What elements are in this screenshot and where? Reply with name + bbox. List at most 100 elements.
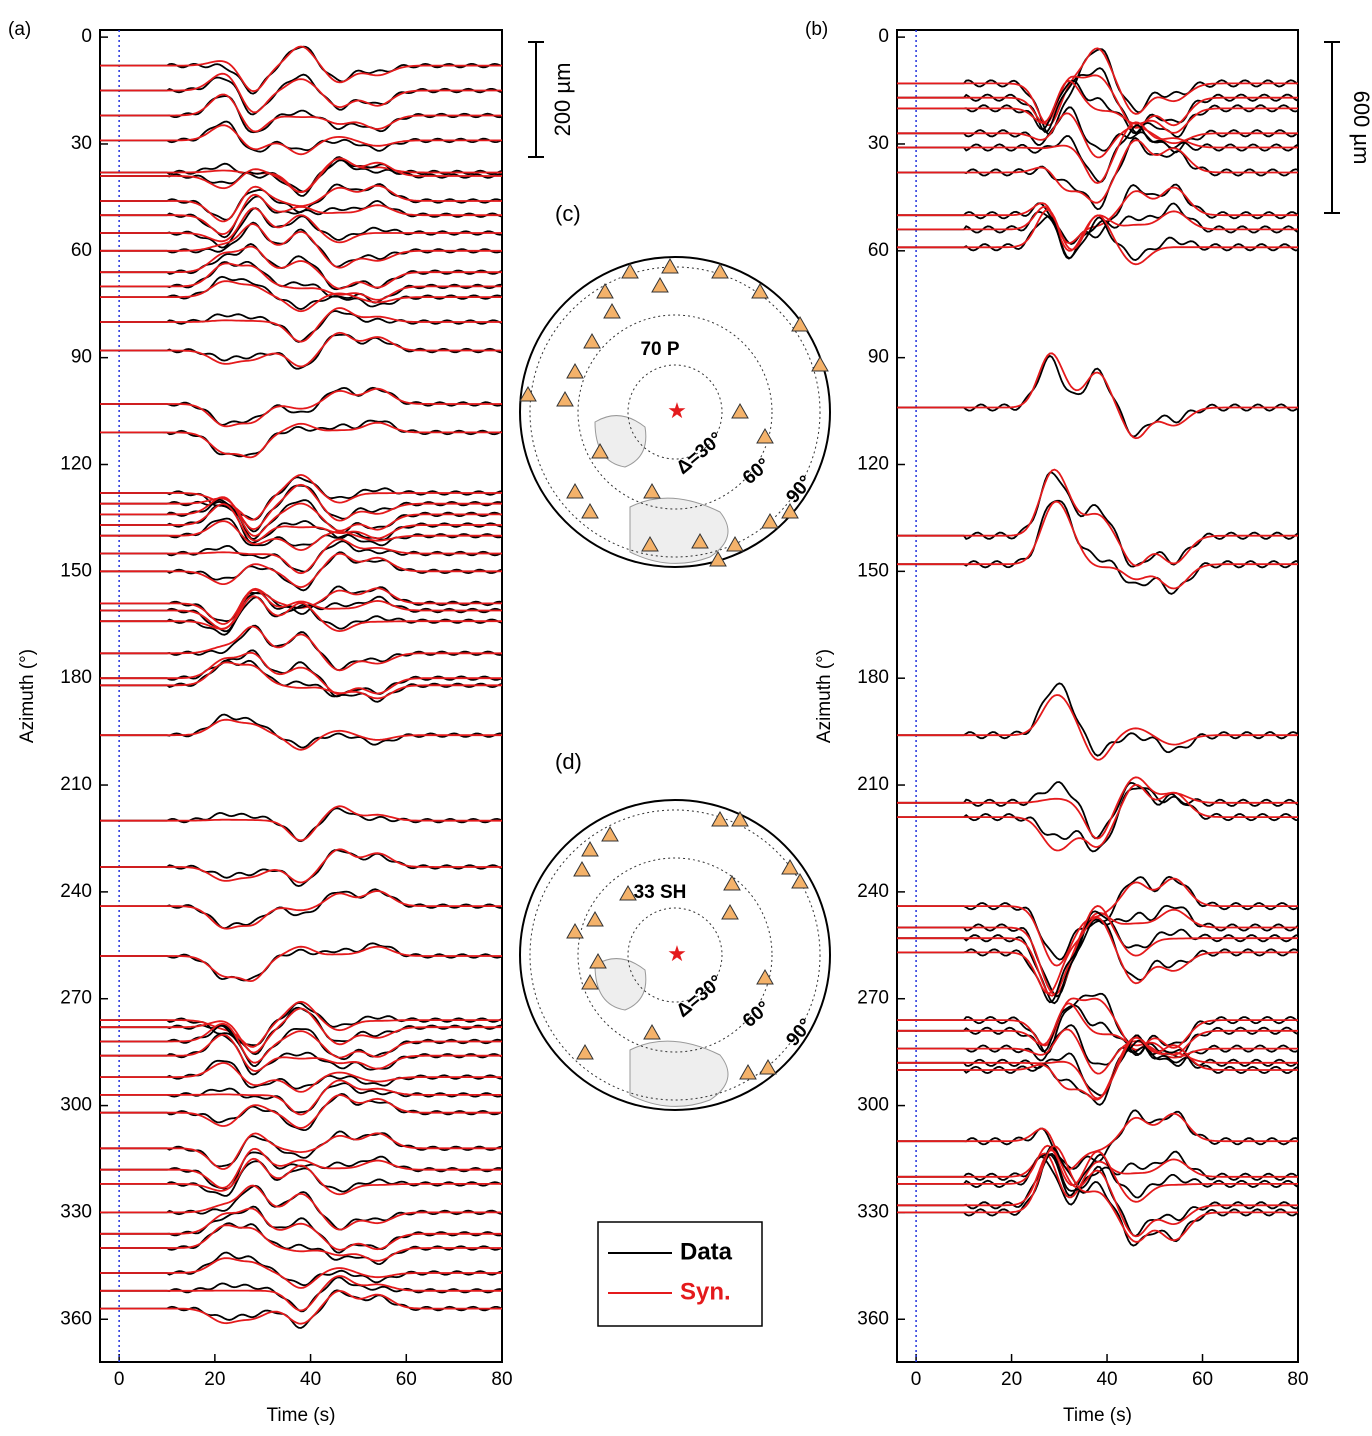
y-tick-label: 180 xyxy=(857,667,889,688)
waveform-data xyxy=(897,106,1299,154)
waveform-syn xyxy=(897,1112,1298,1171)
y-tick-label: 60 xyxy=(71,240,92,261)
station xyxy=(519,385,537,402)
station xyxy=(781,502,799,519)
waveform-syn xyxy=(897,1149,1298,1238)
waveform-syn xyxy=(100,207,502,244)
waveform-data xyxy=(100,807,503,843)
panel-label: (c) xyxy=(555,201,581,226)
waveform-syn xyxy=(100,1094,502,1129)
x-tick-label: 20 xyxy=(1001,1369,1022,1390)
station xyxy=(711,262,729,279)
waveform-syn xyxy=(897,1028,1298,1075)
waveform-syn xyxy=(100,72,502,114)
station xyxy=(556,390,574,407)
waveform-syn xyxy=(100,805,502,842)
station xyxy=(641,535,659,552)
x-tick-label: 60 xyxy=(396,1369,417,1390)
y-tick-label: 0 xyxy=(878,26,889,47)
y-tick-label: 240 xyxy=(60,881,92,902)
waveform-data xyxy=(100,659,503,703)
y-tick-label: 330 xyxy=(857,1201,889,1222)
waveform-data xyxy=(100,849,503,888)
waveform-syn xyxy=(100,1224,502,1262)
waveform-data xyxy=(897,183,1299,245)
x-tick-label: 0 xyxy=(114,1369,125,1390)
waveform-syn xyxy=(100,1257,502,1289)
y-tick-label: 240 xyxy=(857,881,889,902)
waveform-syn xyxy=(100,588,502,631)
waveform-data xyxy=(100,275,503,311)
waveform-data xyxy=(100,649,503,698)
waveform-syn xyxy=(897,1036,1298,1101)
station xyxy=(573,860,591,877)
waveform-syn xyxy=(897,79,1298,134)
station xyxy=(756,968,774,985)
waveform-data xyxy=(100,310,503,343)
waveform-syn xyxy=(897,1145,1298,1243)
station xyxy=(591,442,609,459)
waveform-syn xyxy=(100,1132,502,1170)
plot-frame xyxy=(896,29,1299,1363)
station xyxy=(566,362,584,379)
waveform-data xyxy=(100,333,503,370)
waveform-syn xyxy=(100,1022,502,1064)
waveform-syn xyxy=(897,905,1298,997)
star: ★ xyxy=(667,398,687,423)
waveform-syn xyxy=(100,661,502,700)
globe xyxy=(519,256,831,568)
station xyxy=(723,874,741,891)
waveform-data xyxy=(100,95,503,134)
waveform-syn xyxy=(100,1275,502,1312)
distance-ring xyxy=(577,314,773,510)
waveform-syn xyxy=(100,280,502,313)
waveform-syn xyxy=(100,193,502,236)
waveform-syn xyxy=(100,245,502,290)
waveform-syn xyxy=(897,500,1298,590)
waveform-data xyxy=(100,540,503,573)
waveform-syn xyxy=(100,483,502,531)
waveform-data xyxy=(897,202,1299,260)
waveform-syn xyxy=(100,890,502,930)
y-tick-label: 0 xyxy=(81,26,92,47)
y-tick-label: 300 xyxy=(857,1095,889,1116)
station xyxy=(731,810,749,827)
waveform-data xyxy=(897,471,1299,568)
y-tick-label: 150 xyxy=(60,560,92,581)
waveform-syn xyxy=(100,262,502,301)
waveform-syn xyxy=(100,718,502,751)
waveform-syn xyxy=(897,121,1298,185)
station xyxy=(643,1023,661,1040)
y-tick-label: 210 xyxy=(857,774,889,795)
landmass xyxy=(594,958,729,1107)
panel-label: (a) xyxy=(8,19,31,40)
station xyxy=(711,810,729,827)
star: ★ xyxy=(667,941,687,966)
scale-label: 200 µm xyxy=(550,63,575,137)
waveform-syn xyxy=(897,776,1298,840)
station xyxy=(581,502,599,519)
station xyxy=(566,482,584,499)
y-tick-label: 60 xyxy=(868,240,889,261)
waveform-data xyxy=(100,713,503,749)
waveform-syn xyxy=(100,421,502,459)
x-tick-label: 60 xyxy=(1192,1369,1213,1390)
y-tick-label: 150 xyxy=(857,560,889,581)
waveform-data xyxy=(100,1059,503,1090)
scale-label: 600 µm xyxy=(1349,91,1372,165)
x-tick-label: 40 xyxy=(1096,1369,1117,1390)
panel-label: (b) xyxy=(805,19,828,40)
y-tick-label: 120 xyxy=(857,454,889,475)
waveform-syn xyxy=(100,1289,502,1325)
y-tick-label: 180 xyxy=(60,667,92,688)
waveform-data xyxy=(100,45,503,95)
waveform-syn xyxy=(100,1062,502,1093)
station xyxy=(596,282,614,299)
station-count: 33 SH xyxy=(634,882,687,903)
waveform-syn xyxy=(897,1152,1298,1199)
waveform-syn xyxy=(100,625,502,672)
x-axis-label: Time (s) xyxy=(267,1405,336,1426)
y-tick-label: 360 xyxy=(857,1308,889,1329)
waveform-data xyxy=(897,787,1299,853)
station xyxy=(651,276,669,293)
